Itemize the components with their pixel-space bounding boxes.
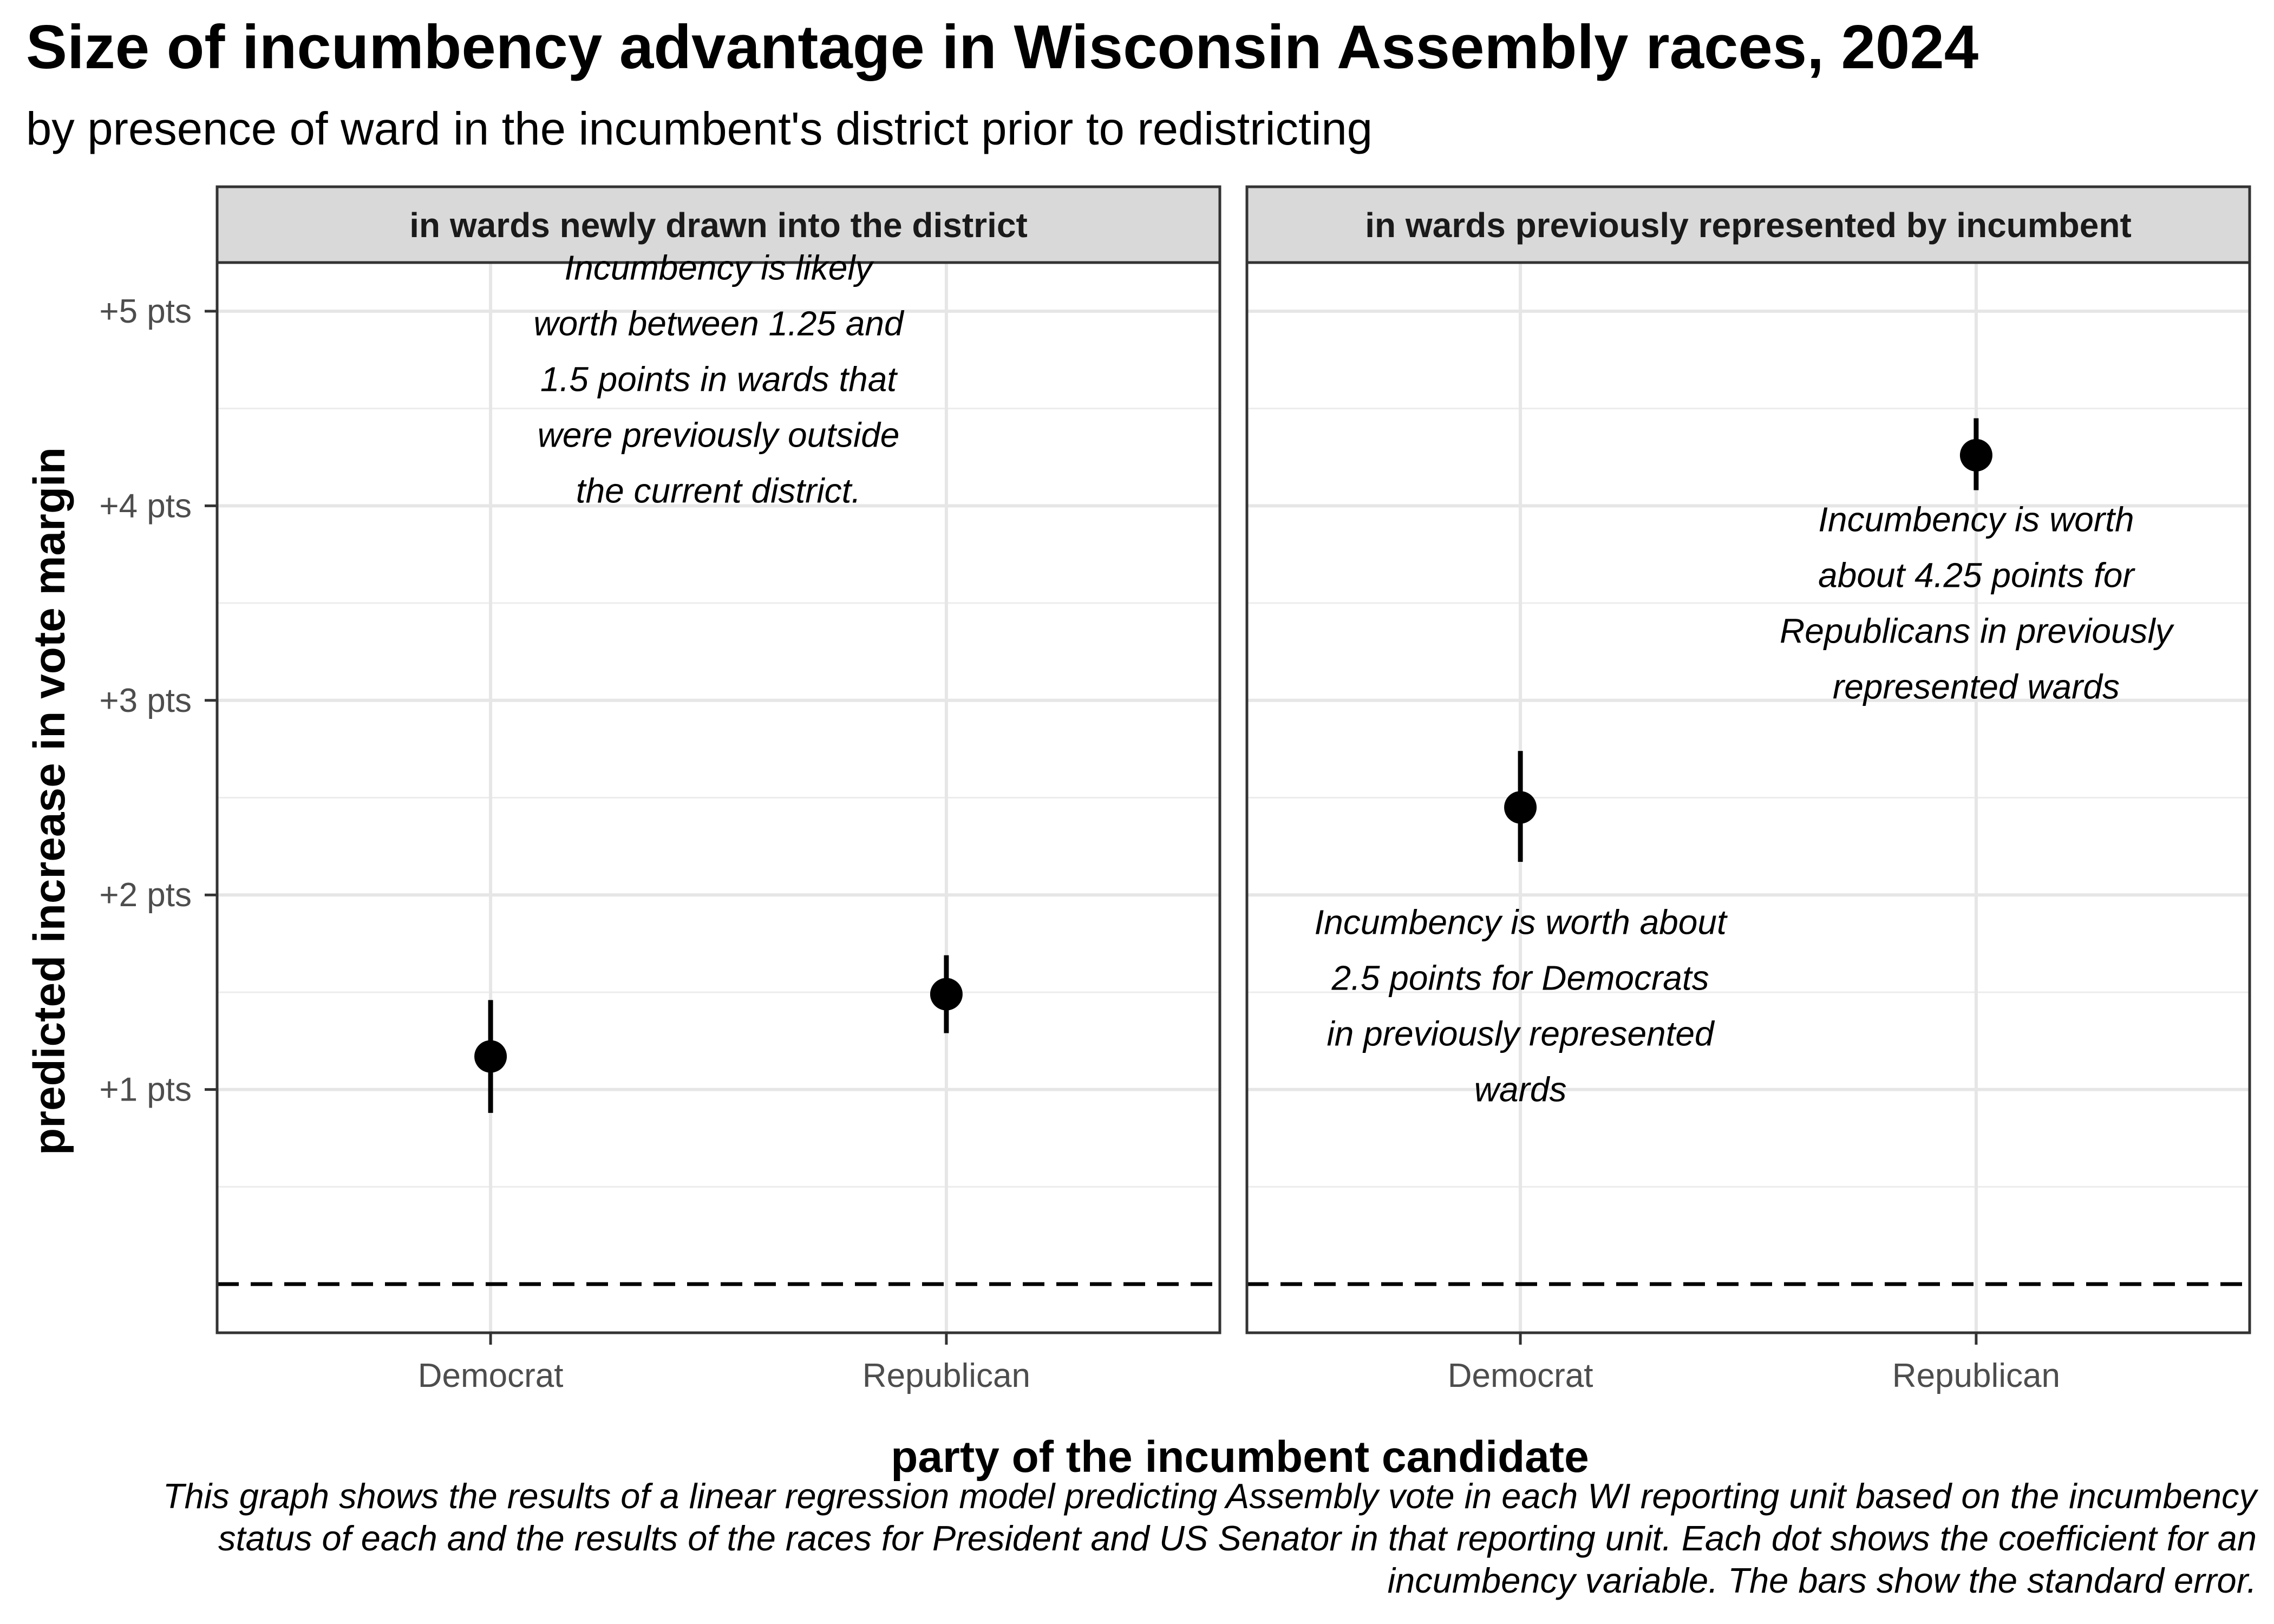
data-point xyxy=(1504,791,1537,824)
annotation-line: the current district. xyxy=(576,472,861,510)
annotation-text: Incumbency is worth about 2.5 points for … xyxy=(1314,903,1728,1109)
annotation-line: Incumbency is worth xyxy=(1818,500,2134,539)
annotation-line: 2.5 points for Democrats xyxy=(1331,959,1709,998)
y-tick-label: +5 pts xyxy=(99,293,192,330)
annotation-line: 1.5 points in wards that xyxy=(540,360,898,399)
annotation-line: were previously outside xyxy=(538,416,900,455)
annotation-line: about 4.25 points for xyxy=(1818,556,2135,595)
panel-border xyxy=(1245,261,2251,1334)
x-tick-label: Democrat xyxy=(418,1357,564,1394)
x-axis-label: party of the incumbent candidate xyxy=(891,1432,1589,1482)
facet-strip xyxy=(215,185,1221,264)
y-tick-label: +2 pts xyxy=(99,876,192,914)
annotation-line: wards xyxy=(1474,1070,1567,1109)
facet-panel-2: in wards previously represented by incum… xyxy=(1245,185,2251,1394)
annotation-text: Incumbency is worth about 4.25 points for… xyxy=(1780,500,2175,706)
facet-strip-label: in wards newly drawn into the district xyxy=(409,206,1028,245)
facet-strip-label: in wards previously represented by incum… xyxy=(1365,206,2132,245)
facet-panel-1: in wards newly drawn into the district De… xyxy=(215,185,1221,1394)
y-tick-label: +3 pts xyxy=(99,682,192,719)
annotation-line: Incumbency is worth about xyxy=(1314,903,1728,942)
x-tick-label: Democrat xyxy=(1448,1357,1593,1394)
x-tick-label: Republican xyxy=(1892,1357,2060,1394)
annotation-line: Republicans in previously xyxy=(1780,612,2175,651)
data-point xyxy=(930,978,963,1011)
data-point xyxy=(474,1040,507,1073)
chart-subtitle: by presence of ward in the incumbent's d… xyxy=(26,103,1373,155)
y-tick-label: +4 pts xyxy=(99,487,192,525)
x-tick-label: Republican xyxy=(862,1357,1030,1394)
data-point xyxy=(1959,438,1992,472)
chart-caption: This graph shows the results of a linear… xyxy=(162,1476,2257,1600)
annotation-line: represented wards xyxy=(1833,667,2120,706)
facet-strip xyxy=(1245,185,2251,264)
panel-border xyxy=(215,261,1221,1334)
chart-title: Size of incumbency advantage in Wisconsi… xyxy=(26,13,1979,82)
y-tick-label: +1 pts xyxy=(99,1071,192,1109)
annotation-line: in previously represented xyxy=(1327,1014,1715,1053)
annotation-line: worth between 1.25 and xyxy=(533,304,905,343)
annotation-text: Incumbency is likely worth between 1.25 a… xyxy=(533,248,905,510)
annotation-line: Incumbency is likely xyxy=(564,248,874,287)
